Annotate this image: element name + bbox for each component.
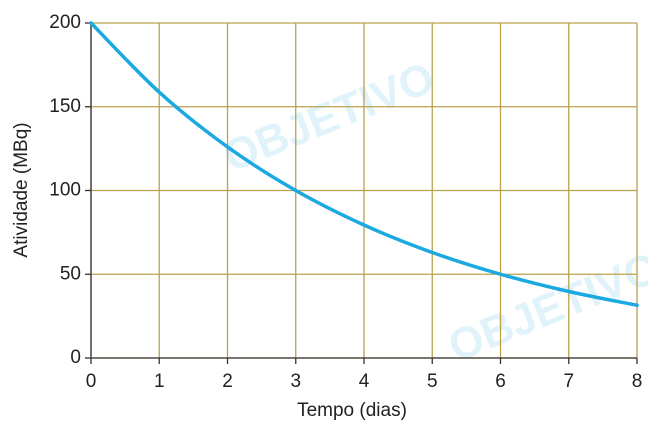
y-tick-label: 150 xyxy=(49,96,81,117)
y-axis-label: Atividade (MBq) xyxy=(11,122,32,257)
x-tick-label: 6 xyxy=(495,371,506,392)
x-tick-label: 2 xyxy=(222,371,233,392)
y-tick-label: 100 xyxy=(49,180,81,201)
y-tick-label: 0 xyxy=(70,347,81,368)
x-tick-label: 3 xyxy=(290,371,301,392)
x-tick-label: 0 xyxy=(86,371,97,392)
watermark: OBJETIVO xyxy=(442,243,648,372)
x-axis-label: Tempo (dias) xyxy=(297,400,407,421)
x-tick-label: 4 xyxy=(359,371,370,392)
y-tick-label: 200 xyxy=(49,12,81,33)
x-tick-label: 8 xyxy=(632,371,643,392)
data-line xyxy=(89,21,639,307)
x-tick-label: 7 xyxy=(563,371,574,392)
y-tick-label: 50 xyxy=(60,263,81,284)
x-tick-label: 5 xyxy=(427,371,438,392)
x-tick-label: 1 xyxy=(154,371,165,392)
